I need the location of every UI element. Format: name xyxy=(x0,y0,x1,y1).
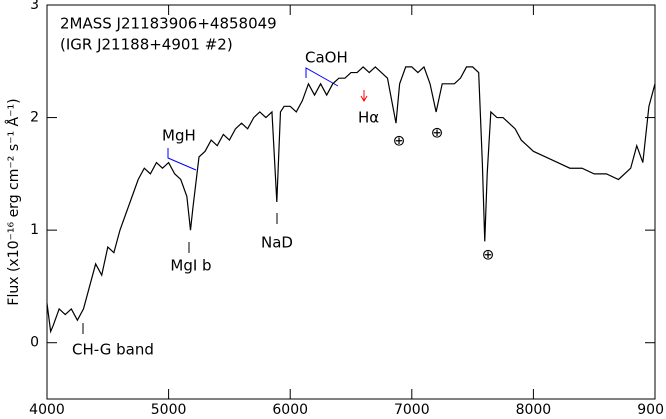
plot-frame xyxy=(46,4,656,400)
annotation: (IGR J21188+4901 #2) xyxy=(60,36,233,54)
y-tick-label: 1 xyxy=(30,222,39,238)
mgh-marker xyxy=(167,148,197,171)
halpha-arrowhead xyxy=(360,95,368,102)
spectrum-line xyxy=(46,65,656,334)
x-tick-label: 900 xyxy=(637,402,664,418)
annotation: Hα xyxy=(358,109,379,127)
annotation: CaOH xyxy=(305,49,348,67)
x-tick-label: 8000 xyxy=(516,402,552,418)
annotation: MgH xyxy=(162,127,196,145)
annotation: NaD xyxy=(261,234,293,252)
annotation: ⊕ xyxy=(393,132,406,150)
y-tick-label: 3 xyxy=(30,0,39,13)
x-tick-label: 7000 xyxy=(394,402,430,418)
x-tick-label: 4000 xyxy=(29,402,65,418)
x-tick-label: 5000 xyxy=(151,402,187,418)
annotation: ⊕ xyxy=(482,246,495,264)
annotation: CH-G band xyxy=(72,341,154,359)
y-axis-label: Flux (x10⁻¹⁶ erg cm⁻² s⁻¹ Å⁻¹) xyxy=(5,98,22,305)
y-tick-label: 0 xyxy=(30,335,39,351)
y-tick-label: 2 xyxy=(30,110,39,126)
caoh-marker xyxy=(305,67,339,87)
annotation: 2MASS J21183906+4858049 xyxy=(60,15,277,33)
annotation-markers xyxy=(82,67,368,334)
annotation: ⊕ xyxy=(431,124,444,142)
x-tick-label: 6000 xyxy=(272,402,308,418)
annotation: MgI b xyxy=(170,257,211,275)
